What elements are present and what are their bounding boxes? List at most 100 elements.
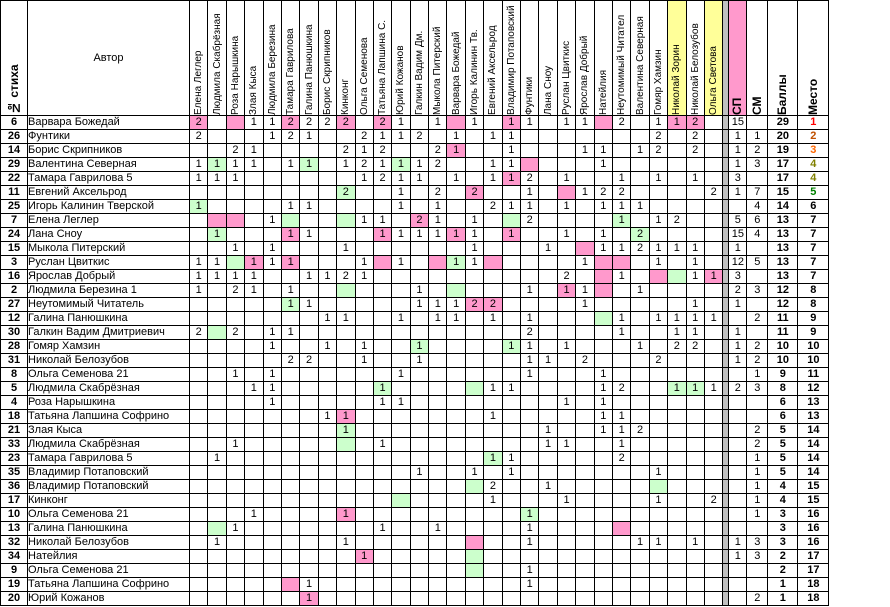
vote-cell: [336, 325, 356, 340]
vote-cell: [409, 563, 430, 578]
vote-cell: [428, 507, 448, 522]
vote-cell: [703, 367, 724, 382]
vote-cell: [667, 563, 687, 578]
header-judge: Натейлия: [593, 0, 613, 116]
vote-cell: [262, 269, 282, 284]
vote-cell: [372, 493, 393, 508]
poem-number: 2: [0, 283, 28, 298]
table-row: 25 Игорь Калинин Тверской 1 1 1 1 1 2 1 1 1 1 1 1 4 14 6: [0, 199, 830, 214]
author-name: Ольга Семенова 21: [27, 367, 190, 382]
vote-cell: [538, 367, 558, 382]
vote-cell: [280, 269, 301, 284]
vote-cell: [667, 185, 687, 200]
vote-cell: [354, 311, 374, 326]
vote-cell: [244, 423, 264, 438]
vote-cell: [336, 199, 356, 214]
vote-cell: [483, 353, 503, 368]
poem-number: 35: [0, 465, 28, 480]
vote-cell: [409, 325, 430, 340]
vote-cell: 1: [354, 143, 374, 158]
vote-cell: [703, 255, 724, 270]
vote-cell: [685, 199, 705, 214]
header-judge-label: Гомяр Хамзин: [652, 49, 664, 115]
header-judge: Злая Кыса: [244, 0, 264, 116]
vote-cell: [372, 283, 393, 298]
vote-cell: 1: [648, 465, 669, 480]
vote-cell: [538, 311, 558, 326]
sm-cell: 2: [746, 437, 769, 452]
vote-cell: [354, 115, 374, 130]
vote-cell: [409, 311, 430, 326]
vote-cell: [446, 577, 466, 592]
vote-cell: [575, 129, 595, 144]
vote-cell: 1: [207, 451, 227, 466]
vote-cell: [520, 157, 540, 172]
vote-cell: 2: [299, 115, 319, 130]
vote-cell: [317, 241, 338, 256]
sm-cell: [746, 171, 769, 186]
vote-cell: [391, 339, 411, 354]
vote-cell: 1: [244, 157, 264, 172]
vote-cell: [225, 255, 246, 270]
vote-cell: [464, 157, 485, 172]
vote-cell: [317, 591, 338, 606]
vote-cell: [409, 591, 430, 606]
vote-cell: [703, 591, 724, 606]
place-cell: 7: [797, 213, 830, 228]
vote-cell: [593, 213, 613, 228]
vote-cell: [354, 423, 374, 438]
vote-cell: [483, 269, 503, 284]
vote-cell: 1: [648, 171, 669, 186]
header-judge: Руслан Цвиткис: [556, 0, 577, 116]
vote-cell: 1: [483, 493, 503, 508]
vote-cell: [428, 353, 448, 368]
vote-cell: [667, 409, 687, 424]
vote-cell: [428, 563, 448, 578]
vote-cell: [685, 367, 705, 382]
vote-cell: [391, 507, 411, 522]
vote-cell: 2: [648, 143, 669, 158]
header-author-label: Автор: [93, 52, 124, 64]
header-sm: СМ: [746, 0, 769, 116]
sp-cell: [728, 409, 748, 424]
vote-cell: 2: [372, 171, 393, 186]
vote-cell: [225, 549, 246, 564]
vote-cell: 2: [225, 283, 246, 298]
vote-cell: [188, 507, 209, 522]
vote-cell: [630, 353, 650, 368]
vote-cell: [593, 339, 613, 354]
author-name: Елена Леглер: [27, 213, 190, 228]
vote-cell: 1: [317, 409, 338, 424]
vote-cell: [667, 129, 687, 144]
vote-cell: [262, 437, 282, 452]
vote-cell: 1: [611, 269, 632, 284]
vote-cell: [280, 507, 301, 522]
vote-cell: [409, 269, 430, 284]
vote-cell: 2: [685, 339, 705, 354]
vote-cell: [299, 395, 319, 410]
vote-cell: [520, 549, 540, 564]
vote-cell: [667, 437, 687, 452]
poem-number: 7: [0, 213, 28, 228]
table-row: 14 Борис Скрипников 2 1 2 1 2 2 1 1 1 1 1 2 2 1 2 19 3: [0, 143, 830, 158]
place-cell: 14: [797, 437, 830, 452]
vote-cell: [648, 451, 669, 466]
vote-cell: 1: [593, 143, 613, 158]
table-row: 17 Кинконг 1 1 1 2 1 4 15: [0, 493, 830, 508]
vote-cell: 1: [520, 521, 540, 536]
poem-number: 19: [0, 577, 28, 592]
vote-cell: [188, 451, 209, 466]
sm-cell: [746, 241, 769, 256]
header-judge-label: Юрий Кожанов: [395, 45, 407, 115]
sp-cell: 15: [728, 227, 748, 242]
vote-cell: [262, 423, 282, 438]
place-cell: 16: [797, 535, 830, 550]
vote-cell: [630, 269, 650, 284]
vote-cell: [188, 311, 209, 326]
vote-cell: [354, 577, 374, 592]
vote-cell: [520, 297, 540, 312]
vote-cell: [446, 353, 466, 368]
sm-cell: 2: [746, 353, 769, 368]
vote-cell: [372, 241, 393, 256]
vote-cell: [538, 465, 558, 480]
